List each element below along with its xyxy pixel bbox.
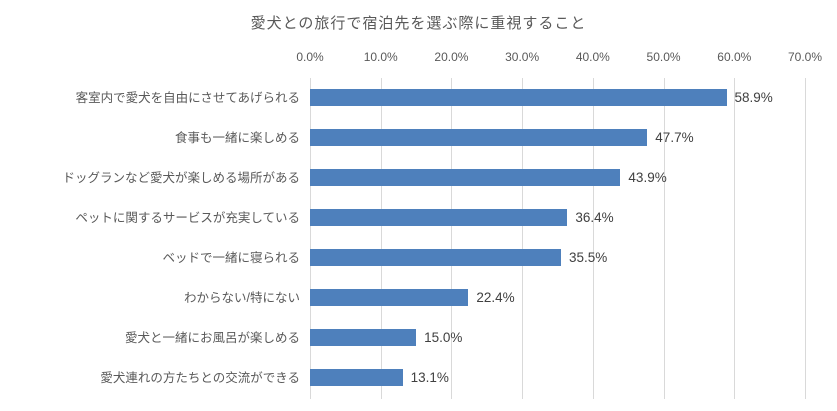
gridline [734, 78, 736, 399]
axis-tick-label: 0.0% [296, 50, 324, 64]
category-label: 愛犬と一緒にお風呂が楽しめる [124, 331, 300, 345]
value-label: 15.0% [424, 330, 463, 345]
axis-tick-label: 70.0% [787, 50, 823, 64]
bar-row: 愛犬連れの方たちとの交流ができる 13.1% [0, 358, 837, 398]
category-label: 愛犬連れの方たちとの交流ができる [100, 371, 300, 385]
value-label: 22.4% [476, 290, 515, 305]
bar [310, 169, 621, 186]
bar [310, 369, 403, 386]
axis-tick-label: 30.0% [505, 50, 540, 64]
bar-track: 36.4% [310, 198, 805, 238]
gridline [380, 78, 382, 399]
gridline [522, 78, 524, 399]
axis-tick-label: 60.0% [717, 50, 752, 64]
bar-row: 食事も一緒に楽しめる 47.7% [0, 118, 837, 158]
bar-row: ペットに関するサービスが充実している 36.4% [0, 198, 837, 238]
axis-tick-label: 10.0% [363, 50, 398, 64]
category-label: ペットに関するサービスが充実している [75, 211, 300, 225]
bar-row: ドッグランなど愛犬が楽しめる場所がある 43.9% [0, 158, 837, 198]
gridline [805, 78, 806, 399]
gridline [451, 78, 453, 399]
gridline [592, 78, 594, 399]
bar [310, 249, 562, 266]
bar-track: 47.7% [310, 118, 805, 158]
bar [310, 89, 727, 106]
plot-area [310, 78, 806, 399]
axis-tick-label: 20.0% [434, 50, 469, 64]
bar-row: ベッドで一緒に寝られる 35.5% [0, 238, 837, 278]
bar-track: 35.5% [310, 238, 805, 278]
chart-title: 愛犬との旅行で宿泊先を選ぶ際に重視すること [250, 15, 587, 32]
axis-tick-label: 40.0% [575, 50, 610, 64]
bar-row: 客室内で愛犬を自由にさせてあげられる 58.9% [0, 78, 837, 118]
value-label: 43.9% [628, 170, 667, 185]
value-label: 58.9% [734, 90, 773, 105]
axis-tick-label: 50.0% [646, 50, 681, 64]
bar-track: 15.0% [310, 318, 805, 358]
bar-track: 22.4% [310, 278, 805, 318]
value-label: 13.1% [410, 370, 449, 385]
x-axis-labels: 0.0% 10.0% 20.0% 30.0% 40.0% 50.0% 60.0% 70.0% [296, 50, 822, 66]
bar-track: 43.9% [310, 158, 805, 198]
bar-track: 13.1% [310, 358, 805, 398]
bar-track: 58.9% [310, 78, 805, 118]
gridline [310, 78, 311, 399]
bar [310, 329, 417, 346]
gridline [663, 78, 665, 399]
category-label: 食事も一緒に楽しめる [174, 131, 300, 145]
value-label: 35.5% [569, 250, 608, 265]
bar-rows: 客室内で愛犬を自由にさせてあげられる 58.9% 食事も一緒に楽しめる 47.7% ドッ… [0, 78, 837, 398]
category-label: わからない/特にない [184, 291, 300, 305]
category-label: 客室内で愛犬を自由にさせてあげられる [75, 91, 300, 105]
value-label: 47.7% [655, 130, 694, 145]
bar-row: 愛犬と一緒にお風呂が楽しめる 15.0% [0, 318, 837, 358]
bar [310, 289, 469, 306]
category-label: ドッグランなど愛犬が楽しめる場所がある [62, 171, 300, 185]
bar-row: わからない/特にない 22.4% [0, 278, 837, 318]
bar [310, 209, 568, 226]
value-label: 36.4% [575, 210, 614, 225]
bar [310, 129, 648, 146]
category-label: ベッドで一緒に寝られる [162, 251, 300, 265]
